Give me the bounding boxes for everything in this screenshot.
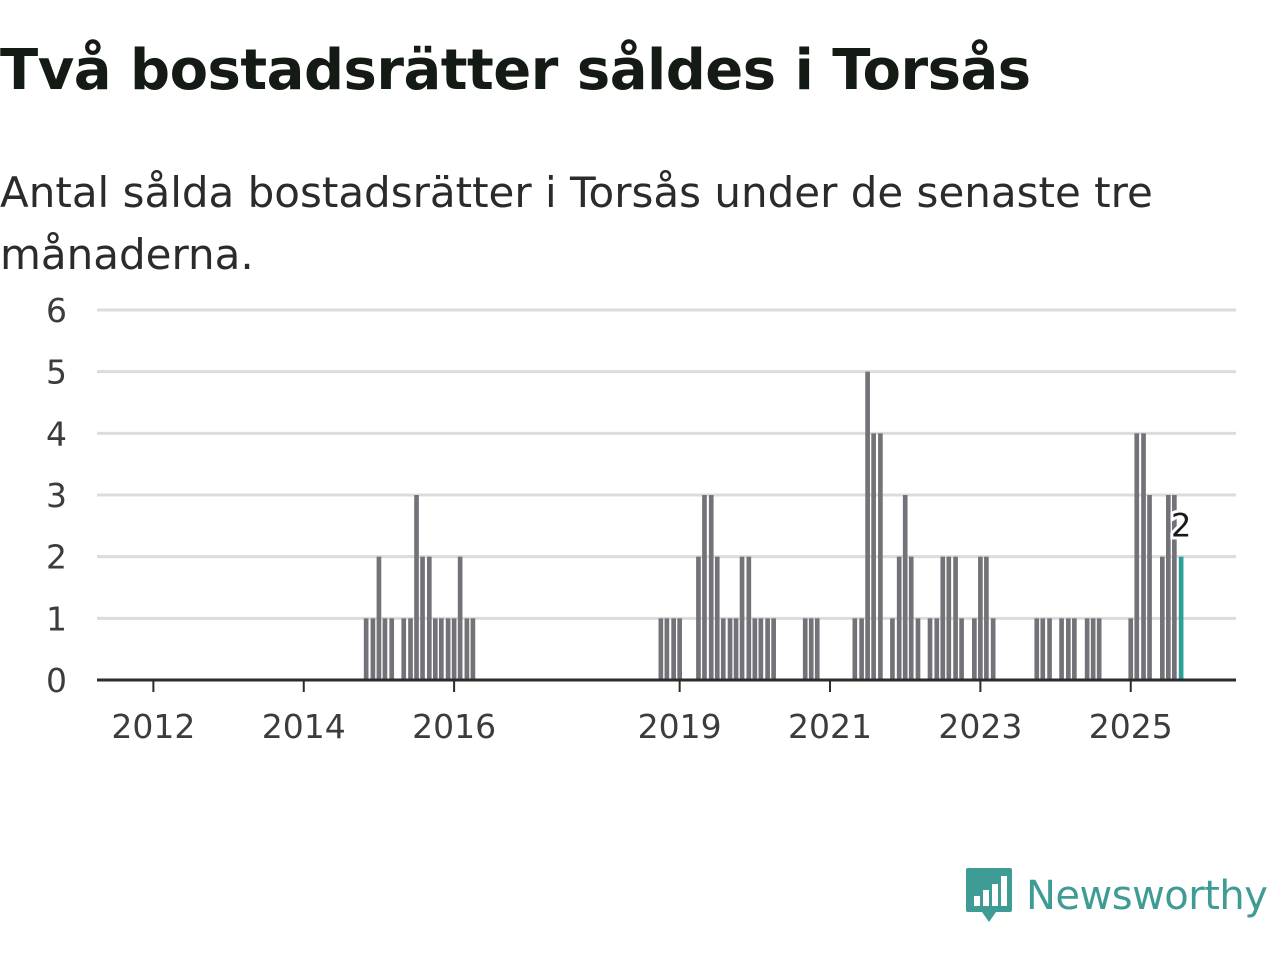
bar (953, 556, 958, 680)
bar (432, 618, 438, 680)
brand-logo[interactable]: Newsworthy (964, 864, 1268, 928)
bar (420, 556, 425, 680)
bar (408, 618, 413, 680)
x-tick-label: 2025 (1089, 707, 1173, 746)
bar (426, 556, 432, 680)
bar (363, 618, 369, 680)
y-tick-label: 2 (46, 538, 67, 577)
bar (451, 618, 457, 680)
bar (940, 556, 946, 680)
y-tick-label: 3 (46, 476, 67, 515)
bar (438, 618, 444, 680)
bar (871, 433, 876, 680)
bar (1066, 618, 1071, 680)
x-tick-label: 2019 (638, 707, 722, 746)
brand-name: Newsworthy (1026, 873, 1268, 919)
x-tick-label: 2014 (262, 707, 346, 746)
y-tick-label: 1 (46, 599, 67, 638)
bar (978, 556, 983, 680)
bar (852, 618, 858, 680)
x-tick-label: 2021 (788, 707, 872, 746)
bar (752, 618, 758, 680)
bar (671, 618, 676, 680)
bar (376, 556, 382, 680)
bar (382, 618, 388, 680)
bar (746, 556, 752, 680)
bar (1166, 495, 1171, 680)
bar (457, 556, 463, 680)
bar (1159, 556, 1165, 680)
bar (765, 618, 770, 680)
chart-title: Två bostadsrätter såldes i Torsås (0, 38, 1031, 103)
bar (1141, 433, 1146, 680)
bar (771, 618, 776, 680)
bar (733, 618, 739, 680)
bar (908, 556, 914, 680)
x-tick-label: 2023 (938, 707, 1022, 746)
bar (934, 618, 940, 680)
bar (720, 618, 726, 680)
bar (915, 618, 921, 680)
bar (859, 618, 864, 680)
bar (727, 618, 733, 680)
y-tick-label: 4 (46, 414, 67, 453)
highlight-value-label: 2 (1171, 507, 1191, 545)
bar (1047, 618, 1052, 680)
x-tick-label: 2012 (111, 707, 195, 746)
bar (1128, 618, 1134, 680)
bar (677, 618, 682, 680)
bar (714, 556, 720, 680)
bar (389, 618, 395, 680)
x-tick-label: 2016 (412, 707, 496, 746)
newsworthy-logo-icon (966, 868, 1012, 922)
bar (808, 618, 814, 680)
bar (865, 371, 870, 680)
bar (445, 618, 451, 680)
bar (890, 618, 895, 680)
bar (972, 618, 977, 680)
bar (758, 618, 764, 680)
bar (739, 556, 745, 680)
y-tick-label: 0 (46, 661, 67, 700)
bar (959, 618, 964, 680)
bar (1072, 618, 1077, 680)
bar (946, 556, 952, 680)
bar (1059, 618, 1064, 680)
y-tick-label: 5 (46, 353, 67, 392)
bar (1084, 618, 1090, 680)
bar (802, 618, 808, 680)
bar (1034, 618, 1040, 680)
bar-highlight (1178, 556, 1184, 680)
bar (664, 618, 670, 680)
bar (1096, 618, 1102, 680)
bar (1172, 495, 1177, 680)
bar (984, 556, 989, 680)
bar (464, 618, 470, 680)
bar (470, 618, 476, 680)
bar (1134, 433, 1140, 680)
bar (902, 495, 908, 680)
bar (1090, 618, 1096, 680)
bar (702, 495, 707, 680)
chart-subtitle: Antal sålda bostadsrätter i Torsås under… (0, 168, 1153, 279)
bar (370, 618, 376, 680)
bar (696, 556, 701, 680)
bar (990, 618, 996, 680)
bar (896, 556, 902, 680)
bar (401, 618, 407, 680)
bar (1040, 618, 1046, 680)
bar (658, 618, 664, 680)
bar (1147, 495, 1152, 680)
bar (708, 495, 714, 680)
bar-chart: 0 1 2 3 4 5 6 2012 2014 2016 2019 2021 2023 2025 2 (46, 291, 1236, 746)
bar (927, 618, 933, 680)
bar (814, 618, 820, 680)
bar (878, 433, 883, 680)
y-tick-label: 6 (46, 291, 67, 330)
bar (414, 495, 419, 680)
